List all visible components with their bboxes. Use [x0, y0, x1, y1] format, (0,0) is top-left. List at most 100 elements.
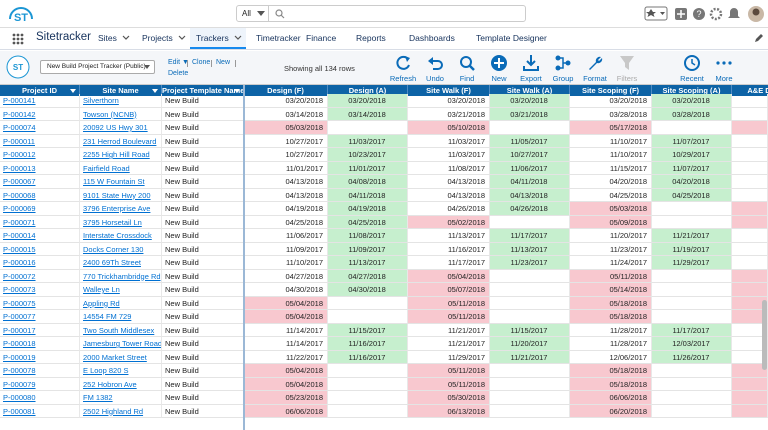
cell-text: 11/14/2017: [286, 339, 323, 348]
cell-link[interactable]: P-000073: [0, 283, 80, 297]
edit-nav[interactable]: [754, 33, 764, 43]
nav-item[interactable]: Finance: [300, 28, 346, 60]
toolbar-button[interactable]: Recent: [675, 54, 709, 83]
column-header[interactable]: Site Scoping (A): [652, 85, 732, 96]
tracker-select[interactable]: New Build Project Tracker (Public): [40, 60, 155, 74]
search-scope[interactable]: All: [242, 9, 251, 18]
nav-item[interactable]: Trackers: [190, 28, 246, 49]
toolbar-button[interactable]: Export: [514, 54, 548, 83]
cell-link[interactable]: P-000014: [0, 229, 80, 243]
toolbar-button[interactable]: Format: [578, 54, 612, 83]
cell-link[interactable]: P-000015: [0, 242, 80, 256]
cell-link[interactable]: P-000080: [0, 391, 80, 405]
cell: [328, 121, 408, 135]
cell-link[interactable]: 20092 US Hwy 301: [80, 121, 162, 135]
toolbar-button[interactable]: Find: [450, 54, 484, 83]
cell-link[interactable]: P-000012: [0, 148, 80, 162]
nav-item[interactable]: Template Designer: [470, 28, 550, 49]
column-header[interactable]: Design (F): [244, 85, 328, 96]
cell-link[interactable]: P-000069: [0, 202, 80, 216]
column-header[interactable]: A&E Dr: [732, 85, 768, 96]
cell-link[interactable]: Interstate Crossdock: [80, 229, 162, 243]
cell: 10/27/2017: [244, 148, 328, 162]
cell-link[interactable]: P-000013: [0, 161, 80, 175]
cell-link[interactable]: Appling Rd: [80, 296, 162, 310]
column-header[interactable]: Site Scoping (F): [570, 85, 652, 96]
toolbar-button[interactable]: Filters: [610, 54, 644, 83]
cell-link[interactable]: Docks Corner 130: [80, 242, 162, 256]
cell-link[interactable]: 252 Hobron Ave: [80, 377, 162, 391]
nav-item[interactable]: Timetracker: [250, 28, 301, 60]
tracker-link[interactable]: Delete: [168, 70, 189, 77]
column-header[interactable]: Site Name: [80, 85, 162, 96]
cell-link[interactable]: P-000019: [0, 350, 80, 364]
cell-link[interactable]: Fairfield Road: [80, 161, 162, 175]
cell-link[interactable]: 2000 Market Street: [80, 350, 162, 364]
cell-link[interactable]: P-000074: [0, 121, 80, 135]
cell-link[interactable]: 3796 Enterprise Ave: [80, 202, 162, 216]
cell-link[interactable]: P-000142: [0, 107, 80, 121]
tracker-link[interactable]: Edit ▼: [168, 59, 189, 66]
cell-link[interactable]: Two South Middlesex: [80, 323, 162, 337]
toolbar-button[interactable]: More: [707, 54, 741, 83]
column-header[interactable]: Design (A): [328, 85, 408, 96]
cell-link[interactable]: P-000081: [0, 404, 80, 418]
cell-link[interactable]: P-000068: [0, 188, 80, 202]
cell-link[interactable]: 3795 Horsetail Ln: [80, 215, 162, 229]
cell-link[interactable]: 770 Trickhambridge Rd: [80, 269, 162, 283]
cell-link[interactable]: FM 1382: [80, 391, 162, 405]
cell-link[interactable]: P-000075: [0, 296, 80, 310]
cell-link[interactable]: P-000071: [0, 215, 80, 229]
cell-text: New Build: [165, 312, 199, 321]
nav-item[interactable]: Sites: [92, 28, 132, 49]
cell-link[interactable]: P-000141: [0, 94, 80, 108]
cell-link[interactable]: P-000018: [0, 337, 80, 351]
cell: 05/18/2018: [570, 364, 652, 378]
header-icons[interactable]: ?: [644, 5, 768, 23]
toolbar-button[interactable]: Undo: [418, 54, 452, 83]
cell-link[interactable]: P-000067: [0, 175, 80, 189]
cell: 05/09/2018: [570, 215, 652, 229]
cell-link[interactable]: P-000079: [0, 377, 80, 391]
search-box[interactable]: All: [236, 5, 526, 22]
toolbar-button[interactable]: New: [482, 54, 516, 83]
cell-link[interactable]: 2400 69Th Street: [80, 256, 162, 270]
cell: [732, 215, 768, 229]
app-launcher[interactable]: [12, 33, 24, 45]
column-header[interactable]: Project ID: [0, 85, 80, 96]
cell-link[interactable]: P-000011: [0, 134, 80, 148]
toolbar-button[interactable]: Group: [546, 54, 580, 83]
nav-item[interactable]: Reports: [350, 28, 398, 60]
cell-link[interactable]: 14554 FM 729: [80, 310, 162, 324]
button-label: Recent: [680, 74, 704, 83]
cell-link[interactable]: E Loop 820 S: [80, 364, 162, 378]
nav-item[interactable]: Dashboards: [403, 28, 465, 60]
column-header[interactable]: Site Walk (A): [490, 85, 570, 96]
cell-link[interactable]: P-000016: [0, 256, 80, 270]
tracker-link[interactable]: New: [216, 59, 231, 66]
cell-link[interactable]: P-000077: [0, 310, 80, 324]
cell-link[interactable]: P-000072: [0, 269, 80, 283]
cell-text: 12/03/2017: [672, 339, 710, 348]
cell-link[interactable]: P-000017: [0, 323, 80, 337]
cell-link[interactable]: P-000078: [0, 364, 80, 378]
tracker-link[interactable]: Clone: [192, 59, 211, 66]
cell-link[interactable]: Jamesburg Tower Road: [80, 337, 162, 351]
cell-link[interactable]: Towson (NCNB): [80, 107, 162, 121]
cell-text: 05/07/2018: [447, 285, 485, 294]
logo[interactable]: ST: [6, 3, 36, 25]
cell-link[interactable]: 9101 State Hwy 200: [80, 188, 162, 202]
cell-text: New Build: [165, 190, 199, 200]
cell-link[interactable]: 2502 Highland Rd: [80, 404, 162, 418]
cell-link[interactable]: 231 Herrod Boulevard: [80, 134, 162, 148]
cell-link[interactable]: 115 W Fountain St: [80, 175, 162, 189]
cell-link[interactable]: Silverthorn: [80, 94, 162, 108]
nav-item[interactable]: Projects: [136, 28, 186, 49]
cell: 11/05/2017: [490, 134, 570, 148]
toolbar-button[interactable]: Refresh: [386, 54, 420, 83]
cell-text: 11/16/2017: [348, 339, 386, 348]
column-header[interactable]: Site Walk (F): [408, 85, 490, 96]
cell-text: 3796 Enterprise Ave: [83, 204, 151, 213]
cell-link[interactable]: Walleye Ln: [80, 283, 162, 297]
cell-link[interactable]: 2255 High Hill Road: [80, 148, 162, 162]
